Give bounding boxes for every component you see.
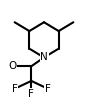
- Text: N: N: [40, 53, 48, 62]
- Text: O: O: [9, 61, 17, 71]
- Text: F: F: [12, 84, 18, 94]
- Text: F: F: [45, 84, 51, 94]
- Text: F: F: [28, 89, 34, 99]
